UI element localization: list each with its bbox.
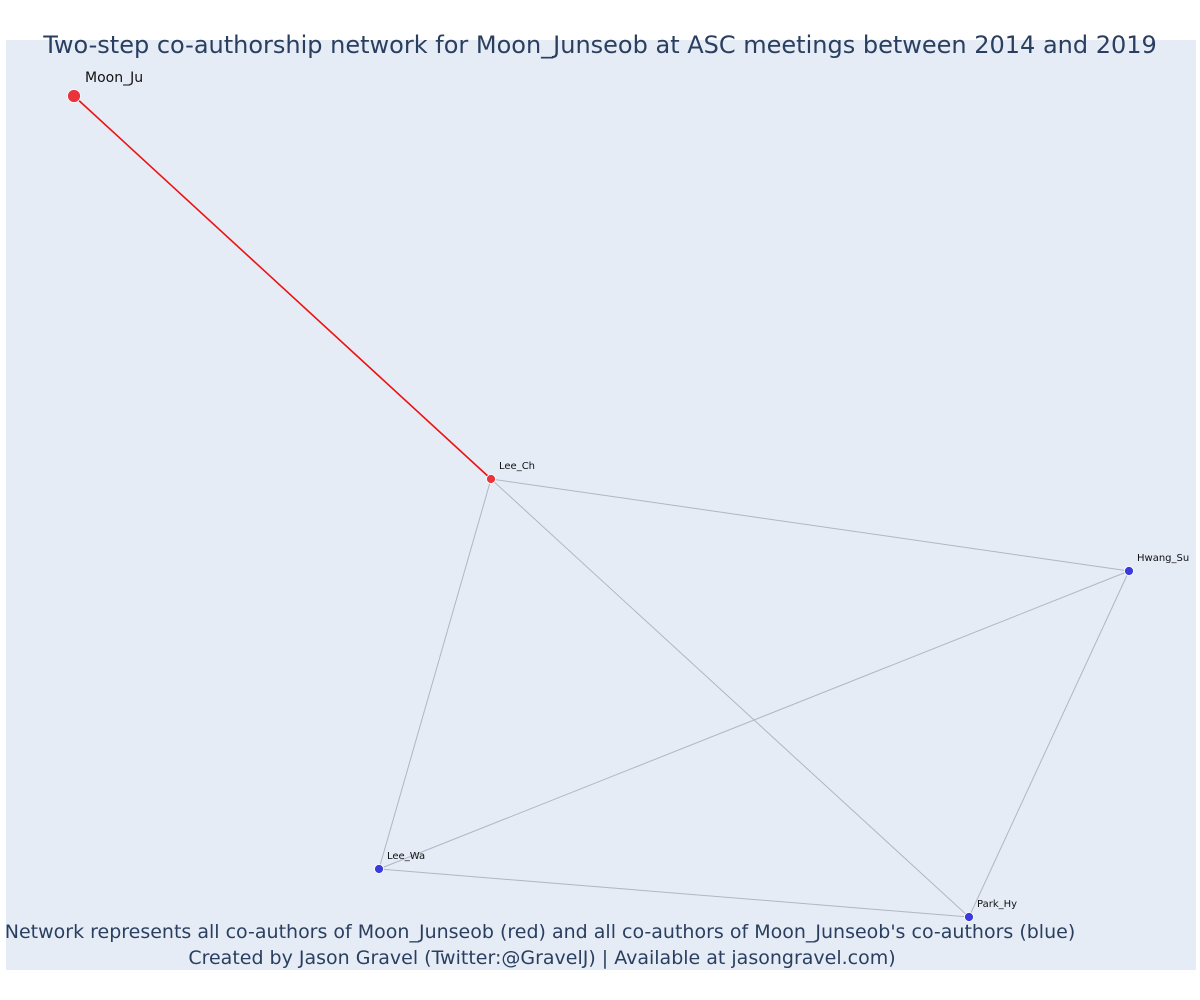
caption-line-1: Network represents all co-authors of Moo… (5, 921, 1075, 943)
node-parkhy[interactable] (964, 912, 974, 922)
edge-leech-parkhy (490, 478, 970, 918)
edge-hwang-leewa (378, 570, 1130, 870)
edge-leech-hwang (490, 478, 1130, 572)
edge-hwang-parkhy (968, 570, 1130, 918)
node-label-parkhy: Park_Hy (977, 899, 1017, 910)
node-moon[interactable] (67, 89, 81, 103)
caption-line-2: Created by Jason Gravel (Twitter:@Gravel… (188, 947, 895, 969)
edge-leewa-parkhy (378, 868, 970, 918)
node-label-hwang: Hwang_Su (1137, 553, 1189, 564)
edges-layer (73, 95, 1130, 918)
node-hwang[interactable] (1124, 566, 1134, 576)
edge-moon-leech (73, 95, 492, 480)
node-label-leewa: Lee_Wa (387, 851, 425, 862)
labels-layer: Moon_Ju Lee_Ch Hwang_Su Lee_Wa Park_Hy (85, 70, 1189, 910)
node-leewa[interactable] (374, 864, 384, 874)
edge-leech-leewa (378, 478, 492, 870)
node-label-leech: Lee_Ch (499, 461, 535, 472)
nodes-layer (67, 89, 1134, 922)
chart-title: Two-step co-authorship network for Moon_… (42, 31, 1157, 59)
plot-area (6, 40, 1196, 970)
node-leech[interactable] (486, 474, 496, 484)
node-label-moon: Moon_Ju (85, 70, 143, 86)
